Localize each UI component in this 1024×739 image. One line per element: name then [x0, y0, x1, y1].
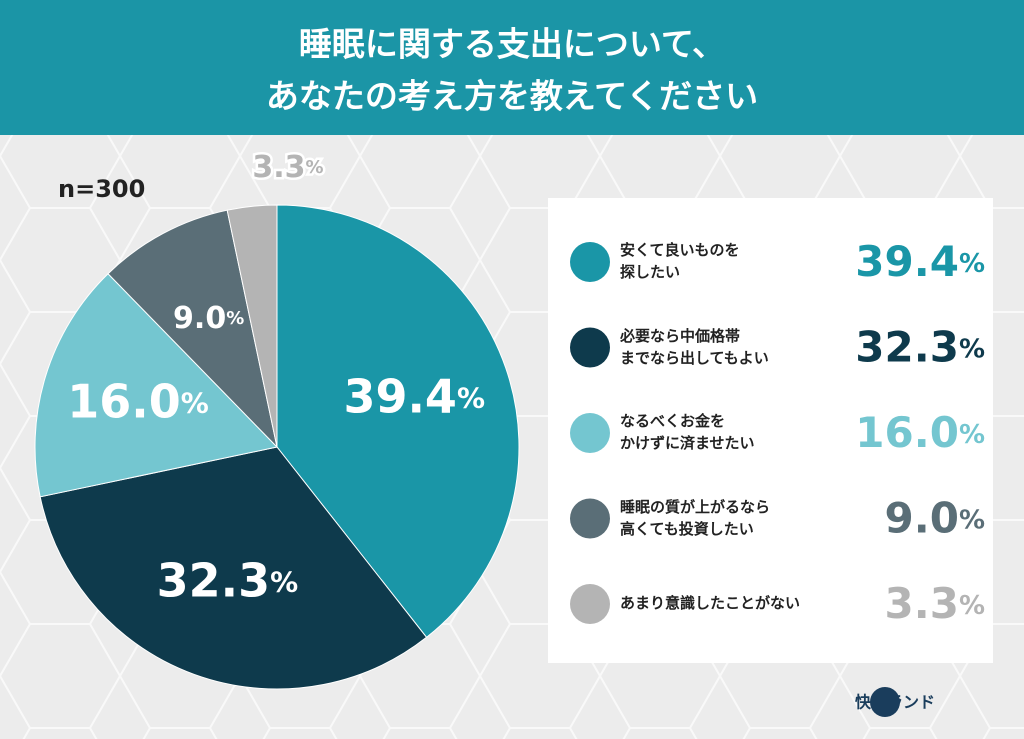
pie-slice [39, 446, 428, 690]
legend-label-box: あまり意識したことがない [620, 594, 801, 613]
legend-label: 安くて良いものを 探したい [620, 241, 740, 281]
title-line: 睡眠に関する支出について、 [299, 25, 725, 64]
legend-label-box: 睡眠の質が上がるなら 高くても投資したい [620, 497, 771, 538]
legend-swatch [570, 584, 610, 624]
legend-swatch [570, 242, 610, 282]
legend-label: 睡眠の質が上がるなら 高くても投資したい [620, 497, 771, 538]
pie-slice [34, 273, 278, 498]
slice-label: 32.3% [157, 553, 299, 607]
legend-label: なるべくお金を かけずに済ませたい [620, 412, 755, 452]
legend-value: 39.4% [855, 237, 985, 286]
slice-label: 39.4% [343, 369, 485, 423]
legend-box [548, 198, 993, 663]
legend-label: 必要なら中価格帯 までなら出してもよい [620, 326, 769, 367]
legend-value: 16.0% [855, 408, 985, 457]
logo-icon [870, 687, 900, 717]
pie-slice [276, 204, 520, 638]
pie-slice [107, 209, 278, 449]
legend-value: 3.3% [885, 579, 985, 628]
legend-value: 32.3% [855, 322, 985, 371]
legend-swatch [570, 327, 610, 368]
title-line: あなたの考え方を教えてください [266, 77, 758, 116]
legend-value: 9.0% [885, 493, 985, 542]
legend-swatch [570, 498, 610, 539]
legend-label: あまり意識したことがない [620, 594, 801, 613]
pie-slice [226, 204, 278, 448]
sample-size: n=300 [58, 175, 145, 203]
legend-label-box: 必要なら中価格帯 までなら出してもよい [620, 326, 769, 367]
header [0, 0, 1024, 135]
slice-label: 9.0% [173, 300, 244, 335]
legend-swatch [570, 413, 610, 453]
legend-label-box: なるべくお金を かけずに済ませたい [620, 412, 755, 452]
legend-label-box: 安くて良いものを 探したい [620, 241, 740, 281]
slice-label: 16.0% [67, 374, 209, 428]
slice-label: 3.3% [252, 149, 323, 184]
